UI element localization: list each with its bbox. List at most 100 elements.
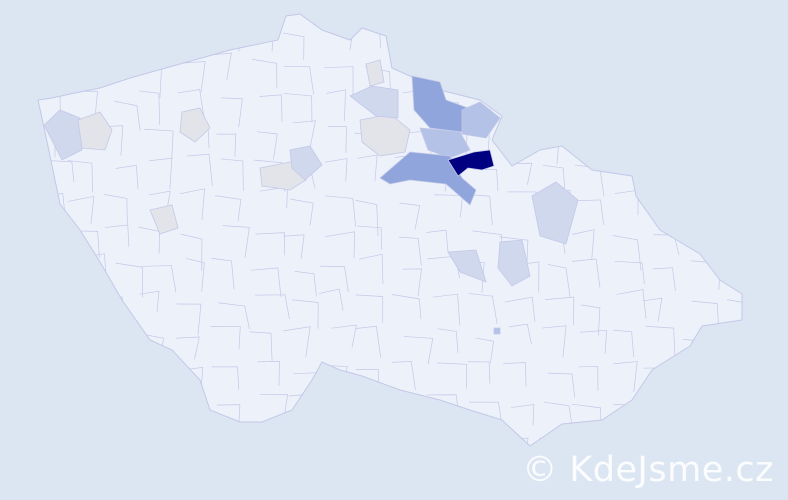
district-north-small[interactable] <box>365 59 385 87</box>
district-border <box>355 294 384 323</box>
district-border <box>726 52 742 74</box>
district-border <box>571 91 600 125</box>
district-border <box>715 19 742 46</box>
district-semily[interactable] <box>419 127 471 159</box>
district-border <box>547 264 571 298</box>
district-border <box>474 439 503 446</box>
district-border <box>40 431 70 446</box>
district-border <box>432 23 457 46</box>
district-border <box>402 268 422 297</box>
district-border <box>250 267 282 297</box>
district-border <box>393 395 418 423</box>
district-border <box>723 94 742 120</box>
district-border <box>359 253 384 285</box>
district-border <box>139 290 160 312</box>
district-trutnov-highest[interactable] <box>447 149 495 177</box>
district-border <box>259 394 289 418</box>
district-border <box>290 198 314 226</box>
district-border <box>642 124 665 150</box>
district-border <box>283 66 315 95</box>
district-svitavy[interactable] <box>497 239 531 287</box>
country-outline <box>37 13 743 447</box>
district-border <box>38 232 59 254</box>
district-border <box>38 260 52 286</box>
district-border <box>218 302 250 330</box>
district-border <box>180 436 203 446</box>
district-border <box>328 126 347 154</box>
district-olomouc-north[interactable] <box>531 181 579 245</box>
district-border <box>176 336 200 360</box>
district-border <box>612 31 638 62</box>
district-border <box>720 193 742 221</box>
district-border <box>643 164 674 191</box>
district-border <box>182 395 207 425</box>
district-border <box>257 360 280 387</box>
district-border <box>499 123 523 148</box>
district-border <box>543 401 574 431</box>
district-border <box>211 257 235 290</box>
district-border <box>325 195 357 227</box>
district-border <box>536 25 564 60</box>
district-border <box>102 337 126 362</box>
district-border <box>108 428 139 446</box>
district-border <box>688 159 716 187</box>
district-border <box>211 52 232 81</box>
district-border <box>399 202 421 230</box>
district-border <box>687 368 717 396</box>
district-karlovy-vary[interactable] <box>77 111 113 151</box>
district-border <box>38 24 57 52</box>
district-border <box>143 364 165 396</box>
district-border <box>571 258 601 288</box>
district-border <box>139 90 161 125</box>
district-border <box>722 358 742 383</box>
district-border <box>141 265 177 293</box>
district-brno-small[interactable] <box>493 327 501 335</box>
district-border <box>139 402 166 435</box>
district-border <box>617 55 645 83</box>
district-border <box>511 404 535 426</box>
district-border <box>75 402 101 431</box>
district-border <box>533 89 560 112</box>
district-north-neutral[interactable] <box>179 107 211 143</box>
district-border <box>326 89 346 121</box>
district-border <box>547 372 576 398</box>
district-border <box>38 291 59 324</box>
district-border <box>43 159 75 183</box>
district-border <box>652 267 676 292</box>
district-border <box>468 293 498 324</box>
district-border <box>391 361 416 390</box>
district-border <box>319 423 348 446</box>
district-border <box>222 225 250 259</box>
district-border <box>726 299 742 336</box>
district-border <box>357 154 378 181</box>
district-border <box>175 22 206 50</box>
district-border <box>355 199 379 237</box>
district-border <box>687 31 709 56</box>
district-border <box>324 66 354 96</box>
district-border <box>322 395 345 419</box>
district-border <box>499 236 529 270</box>
district-border <box>364 439 390 446</box>
district-border <box>179 188 206 221</box>
district-pilsen-neutral[interactable] <box>149 204 179 235</box>
district-border <box>318 288 344 311</box>
district-border <box>67 436 96 446</box>
district-border <box>547 59 567 89</box>
district-ceska-lipa[interactable] <box>349 85 399 119</box>
district-border <box>180 233 203 271</box>
district-border <box>691 300 720 331</box>
district-havlickuv-brod[interactable] <box>447 249 487 283</box>
district-central-low[interactable] <box>289 145 323 181</box>
district-border <box>573 64 597 94</box>
district-border <box>398 236 422 266</box>
district-border <box>252 58 278 89</box>
district-border <box>571 199 605 226</box>
district-border <box>103 194 128 225</box>
district-border <box>111 18 138 41</box>
district-border <box>216 133 237 157</box>
district-border <box>187 153 213 187</box>
district-border <box>687 401 715 432</box>
district-jablonec[interactable] <box>461 101 501 139</box>
district-border <box>608 87 641 123</box>
district-border <box>570 24 596 57</box>
